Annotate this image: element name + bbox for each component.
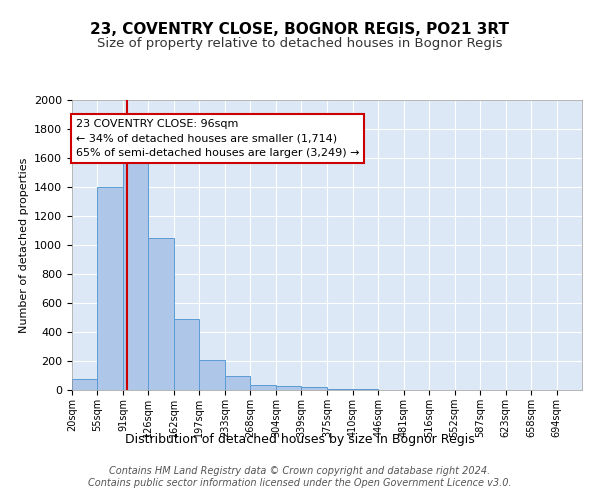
Bar (199, 360, 225, 390)
Bar (225, 376, 250, 390)
Bar (148, 238, 174, 390)
Bar (328, 388, 353, 390)
Text: 23 COVENTRY CLOSE: 96sqm
← 34% of detached houses are smaller (1,714)
65% of sem: 23 COVENTRY CLOSE: 96sqm ← 34% of detach… (76, 119, 359, 158)
Text: 23, COVENTRY CLOSE, BOGNOR REGIS, PO21 3RT: 23, COVENTRY CLOSE, BOGNOR REGIS, PO21 3… (91, 22, 509, 38)
Y-axis label: Number of detached properties: Number of detached properties (19, 158, 29, 332)
Bar (301, 387, 328, 390)
Bar (97, 187, 123, 390)
Bar (174, 319, 199, 390)
Bar (72, 379, 97, 390)
Text: Size of property relative to detached houses in Bognor Regis: Size of property relative to detached ho… (97, 38, 503, 51)
Bar (250, 385, 276, 390)
Text: Contains HM Land Registry data © Crown copyright and database right 2024.
Contai: Contains HM Land Registry data © Crown c… (88, 466, 512, 487)
Bar (123, 156, 148, 390)
Bar (276, 386, 301, 390)
Text: Distribution of detached houses by size in Bognor Regis: Distribution of detached houses by size … (125, 432, 475, 446)
